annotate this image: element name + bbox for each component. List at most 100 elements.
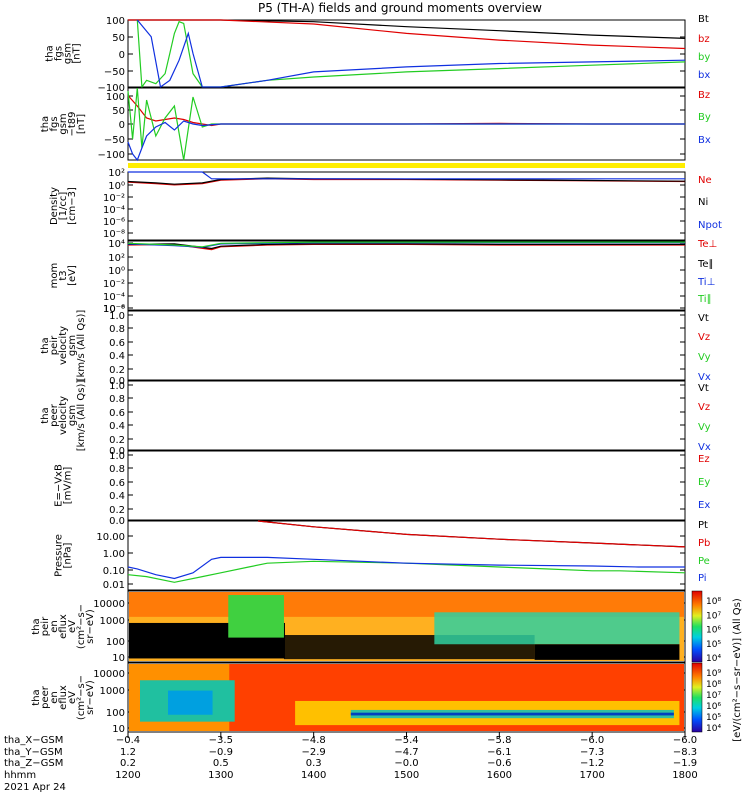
x-row-label: tha_Y−GSM	[4, 747, 63, 758]
x-row-label: tha_X−GSM	[4, 735, 63, 746]
bottom-axis-group: tha_X−GSM −0.4 −3.5 −4.8 −5.4 −5.8 −6.0 −6.0 tha…	[4, 732, 698, 793]
colorbar-tick: 10⁷	[706, 611, 721, 621]
legend-Pe: Pe	[698, 556, 710, 567]
x-row-value: 1.2	[120, 747, 136, 758]
y-tick-label: 10000	[93, 599, 125, 610]
panel-frame	[127, 520, 686, 591]
panel-frame	[127, 19, 686, 88]
y-tick-label: 100	[106, 708, 125, 719]
y-axis-label: eV	[67, 691, 78, 704]
y-axis-label: velocity	[58, 396, 69, 435]
x-row-value: −0.9	[209, 747, 233, 758]
legend-Npot: Npot	[698, 220, 722, 231]
y-tick-label: 10⁻⁶	[103, 217, 125, 228]
y-tick-label: 10	[112, 653, 125, 664]
y-tick-label: 0.10	[103, 566, 125, 577]
x-row-value: −6.1	[487, 747, 511, 758]
y-axis-label: t3	[58, 270, 69, 280]
y-tick-label: 0.2	[109, 365, 125, 376]
y-axis-label: peir	[40, 616, 51, 636]
panel-frame	[127, 450, 686, 521]
series-Bz	[127, 95, 685, 127]
y-tick-label: 0.4	[109, 491, 125, 502]
x-row-value: −6.0	[673, 735, 697, 746]
y-tick-label: 10⁻⁴	[103, 205, 125, 216]
legend-Bt: Bt	[698, 14, 709, 25]
plot-title: P5 (TH-A) fields and ground moments over…	[258, 1, 542, 15]
y-axis-label: [nPa]	[63, 542, 74, 568]
x-row-value: −1.9	[673, 758, 697, 769]
legend-by: by	[698, 52, 710, 63]
colorbar-tick: 10⁵	[706, 713, 721, 723]
y-axis-label: peer	[49, 403, 60, 427]
y-axis-label: [nT]	[72, 43, 83, 63]
legend-Bz: Bz	[698, 90, 710, 101]
legend-Pb: Pb	[698, 538, 710, 549]
y-tick-label: 100	[106, 637, 125, 648]
y-tick-label: 0.0	[109, 376, 125, 387]
y-tick-label: 10⁴	[108, 239, 125, 250]
colorbar-tick: 10⁶	[706, 702, 721, 712]
series-Pt	[257, 520, 686, 548]
x-row-value: −3.5	[209, 735, 233, 746]
y-axis-label: [nT]	[76, 114, 87, 134]
series-Bx	[127, 120, 685, 162]
y-tick-label: 10000	[93, 669, 125, 680]
panel-frame	[127, 380, 686, 451]
y-axis-label: tha	[40, 337, 51, 353]
y-axis-label: tha	[31, 618, 42, 634]
y-axis-label: gsm	[67, 405, 78, 426]
y-axis-label: Pressure	[54, 534, 65, 577]
x-row-value: 1500	[394, 770, 419, 781]
legend-Vy: Vy	[698, 352, 711, 363]
heatmap-cyan	[434, 612, 680, 645]
colorbar-tick: 10⁴	[706, 654, 721, 664]
y-tick-label: 10⁻⁶	[103, 304, 125, 315]
y-tick-label: 10⁰	[108, 181, 125, 192]
y-axis-label: [km/s (All Qs)]	[76, 310, 87, 382]
y-axis-label: gsm	[58, 113, 69, 134]
colorbar-tick: 10⁸	[706, 680, 721, 690]
colorbar-tick: 10⁸	[706, 597, 721, 607]
y-tick-label: 10⁰	[108, 266, 125, 277]
y-tick-label: 10⁻⁴	[103, 292, 125, 303]
y-axis-label: fgs	[49, 116, 60, 131]
y-axis-label: eflux	[58, 685, 69, 710]
legend-Vz: Vz	[698, 402, 710, 413]
legend-Ex: Ex	[698, 500, 710, 511]
x-row-label: hhmm	[4, 770, 36, 781]
y-tick-label: 10²	[108, 253, 125, 264]
legend-Ni: Ni	[698, 197, 708, 208]
y-axis-label: eV	[67, 620, 78, 633]
y-tick-label: 0.2	[109, 435, 125, 446]
colorbar-tick: 10⁷	[706, 691, 721, 701]
panel-frame	[127, 171, 686, 241]
legend-Pt: Pt	[698, 520, 708, 531]
y-axis-label: eflux	[58, 614, 69, 639]
y-tick-label: 100	[106, 92, 125, 103]
y-tick-label: 10	[112, 724, 125, 735]
series-Bt	[128, 19, 686, 39]
y-tick-label: 0.0	[109, 446, 125, 457]
colorbar-tick: 10⁴	[706, 724, 721, 734]
y-axis-label: peir	[49, 335, 60, 355]
y-tick-label: 0.2	[109, 505, 125, 516]
x-row-value: 0.2	[120, 758, 136, 769]
legend-Ey: Ey	[698, 477, 710, 488]
series-Pi	[127, 556, 685, 580]
legend-Vt: Vt	[698, 383, 709, 394]
y-tick-label: 10²	[108, 168, 125, 179]
legend-Vt: Vt	[698, 313, 709, 324]
y-tick-label: 0.8	[109, 464, 125, 475]
y-tick-label: 0	[119, 50, 125, 61]
series-bz	[128, 19, 686, 50]
colorbar-tick: 10⁶	[706, 626, 721, 636]
x-row-value: 1300	[208, 770, 233, 781]
heatmap-green	[228, 595, 284, 638]
y-tick-label: 0.6	[109, 338, 125, 349]
y-tick-label: 10⁻⁸	[103, 304, 125, 315]
y-tick-label: 1000	[100, 686, 125, 697]
panel-frame	[127, 240, 686, 311]
colorbar-tick: 10⁹	[706, 669, 721, 679]
